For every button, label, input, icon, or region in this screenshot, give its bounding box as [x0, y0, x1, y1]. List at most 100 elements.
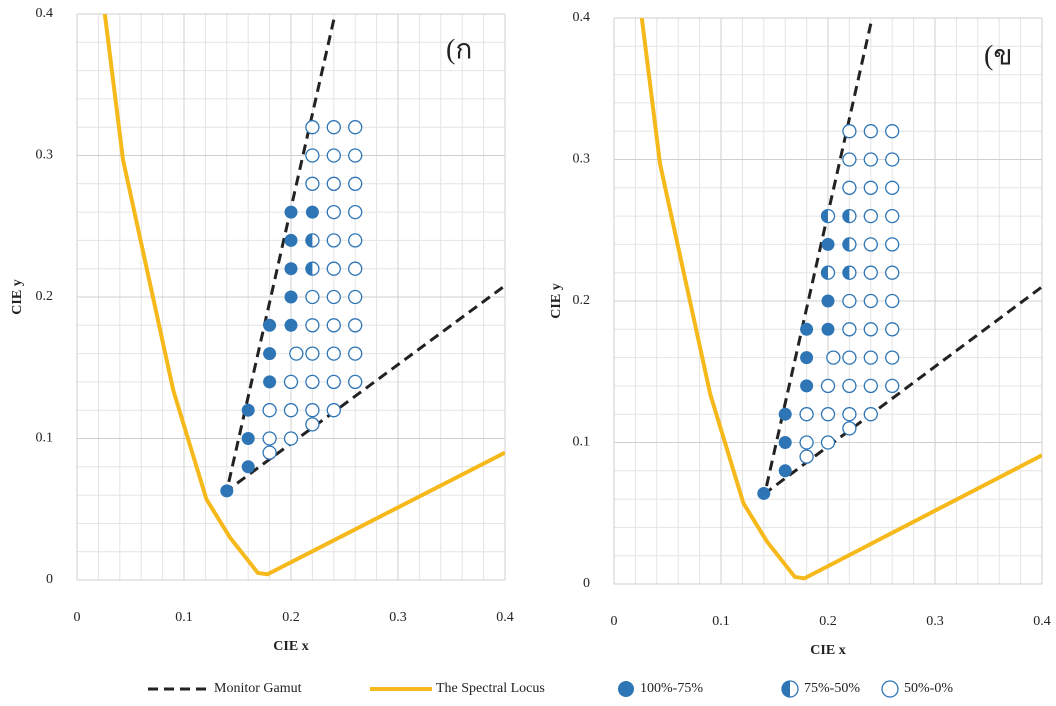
- point: [349, 206, 362, 219]
- point: [822, 323, 835, 336]
- point: [886, 323, 899, 336]
- point-outline: [285, 375, 298, 388]
- y-tick-label: 0.2: [573, 293, 591, 308]
- point-outline: [864, 408, 877, 421]
- point-outline: [306, 375, 319, 388]
- point-fill: [800, 323, 813, 336]
- point: [306, 418, 319, 431]
- point-fill: [285, 234, 298, 247]
- point-outline: [349, 177, 362, 190]
- point: [263, 432, 276, 445]
- point-outline: [843, 295, 856, 308]
- x-tick-label: 0.4: [496, 610, 514, 625]
- point: [822, 436, 835, 449]
- point: [285, 291, 298, 304]
- y-tick-label: 0.1: [573, 435, 591, 450]
- point-fill: [285, 319, 298, 332]
- point-outline: [886, 210, 899, 223]
- point: [327, 319, 340, 332]
- point: [886, 351, 899, 364]
- point-outline: [327, 291, 340, 304]
- point-fill: [800, 351, 813, 364]
- point-outline: [263, 432, 276, 445]
- point-fill: [263, 319, 276, 332]
- point: [886, 125, 899, 138]
- point: [327, 121, 340, 134]
- point-outline: [327, 319, 340, 332]
- point-outline: [827, 351, 840, 364]
- point-outline: [800, 436, 813, 449]
- point-outline: [864, 210, 877, 223]
- point-fill: [306, 206, 319, 219]
- legend-swatch: [618, 681, 634, 697]
- point-fill: [618, 681, 634, 697]
- point: [843, 238, 856, 251]
- point: [349, 234, 362, 247]
- point-outline: [800, 450, 813, 463]
- point: [843, 379, 856, 392]
- point: [306, 319, 319, 332]
- y-tick-label: 0.3: [573, 152, 591, 167]
- point-fill: [822, 323, 835, 336]
- point: [263, 347, 276, 360]
- point-outline: [843, 422, 856, 435]
- point: [263, 375, 276, 388]
- point-outline: [327, 121, 340, 134]
- legend-label: Monitor Gamut: [214, 681, 302, 696]
- point-outline: [864, 266, 877, 279]
- legend-label: 50%-0%: [904, 681, 953, 696]
- point-outline: [886, 295, 899, 308]
- point: [864, 351, 877, 364]
- point: [349, 319, 362, 332]
- y-tick-label: 0.2: [36, 289, 54, 304]
- x-tick-label: 0.4: [1033, 614, 1051, 629]
- point: [822, 408, 835, 421]
- point: [843, 266, 856, 279]
- point-outline: [882, 681, 898, 697]
- y-tick-label: 0.3: [36, 148, 54, 163]
- point-outline: [263, 446, 276, 459]
- point: [800, 436, 813, 449]
- point: [779, 464, 792, 477]
- point: [327, 206, 340, 219]
- point-outline: [263, 404, 276, 417]
- point-outline: [864, 323, 877, 336]
- point: [757, 487, 770, 500]
- point: [263, 446, 276, 459]
- point-outline: [822, 379, 835, 392]
- point: [349, 121, 362, 134]
- point: [349, 375, 362, 388]
- point: [864, 181, 877, 194]
- point-outline: [306, 319, 319, 332]
- point: [886, 379, 899, 392]
- point: [886, 181, 899, 194]
- x-axis-label: CIE x: [273, 639, 308, 654]
- point: [327, 291, 340, 304]
- point-fill: [285, 291, 298, 304]
- point-outline: [327, 262, 340, 275]
- legend-label: The Spectral Locus: [436, 681, 545, 696]
- point: [327, 347, 340, 360]
- point: [822, 238, 835, 251]
- point-outline: [843, 181, 856, 194]
- y-tick-label: 0.4: [573, 10, 591, 25]
- point-outline: [349, 291, 362, 304]
- y-tick-label: 0: [583, 576, 590, 591]
- point: [843, 125, 856, 138]
- x-tick-label: 0.2: [282, 610, 300, 625]
- point: [349, 177, 362, 190]
- point: [800, 408, 813, 421]
- point: [843, 351, 856, 364]
- point: [779, 436, 792, 449]
- point: [843, 153, 856, 166]
- point-outline: [306, 177, 319, 190]
- point-outline: [886, 153, 899, 166]
- x-tick-label: 0: [74, 610, 81, 625]
- y-axis-label: CIE y: [10, 279, 25, 314]
- point-outline: [843, 379, 856, 392]
- point-fill: [285, 262, 298, 275]
- point: [822, 266, 835, 279]
- point: [306, 347, 319, 360]
- point: [800, 450, 813, 463]
- point: [349, 149, 362, 162]
